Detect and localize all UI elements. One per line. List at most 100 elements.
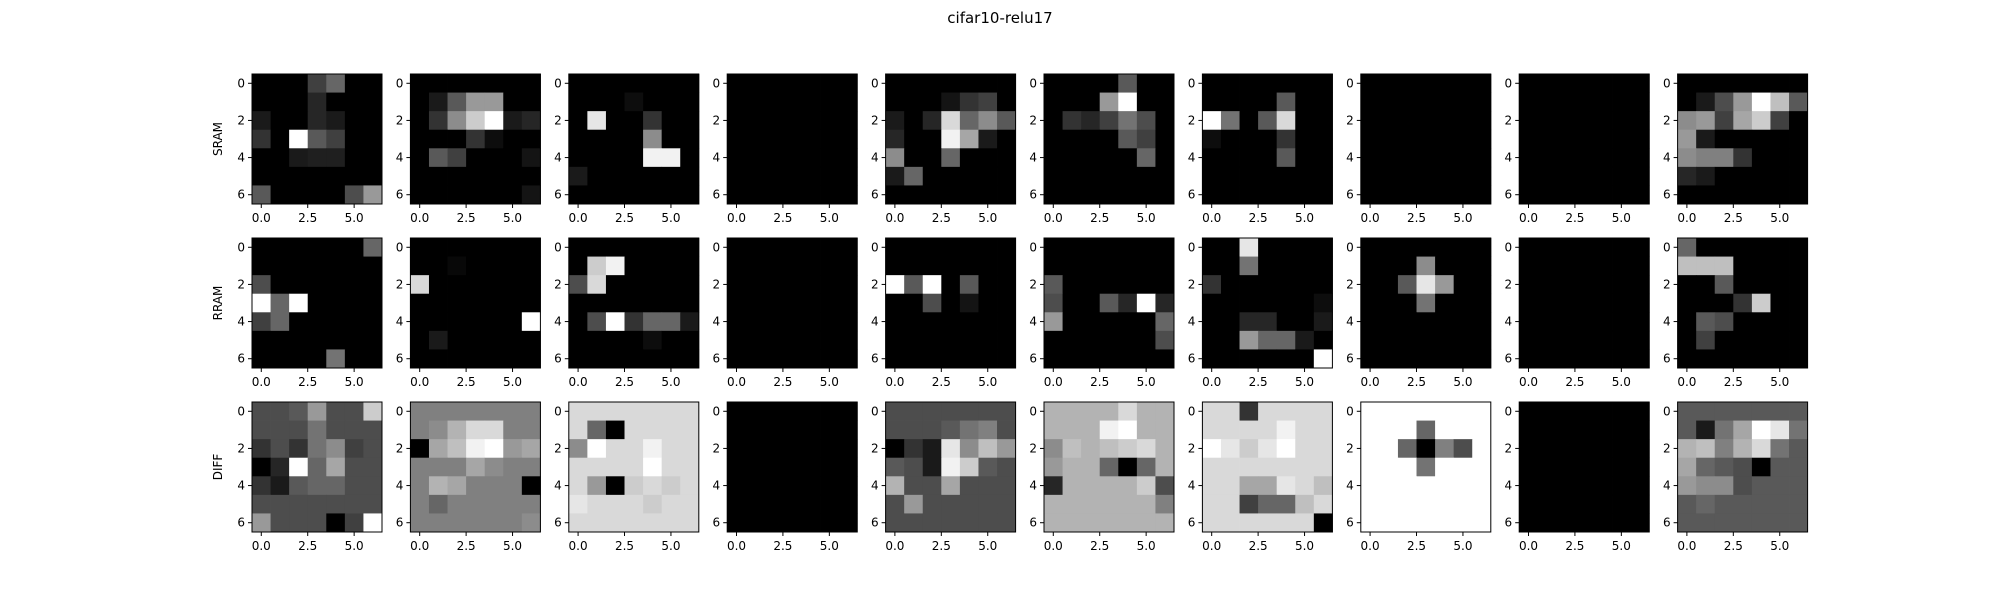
y-tick-label: 6: [396, 188, 404, 202]
heatmap-cell: [885, 92, 905, 112]
heatmap-cell: [1276, 256, 1296, 276]
heatmap-cell: [466, 494, 486, 514]
y-tick-label: 4: [1505, 151, 1513, 165]
heatmap-cell: [1062, 185, 1082, 205]
heatmap-cell: [1714, 457, 1734, 477]
heatmap-cell: [447, 457, 467, 477]
x-tick-label: 5.0: [345, 539, 364, 553]
y-tick-label: 0: [1505, 404, 1513, 418]
heatmap-cell: [1472, 238, 1492, 257]
heatmap-cell: [959, 293, 979, 313]
heatmap-cell: [605, 275, 625, 295]
heatmap-cell: [1258, 74, 1278, 93]
heatmap-cell: [503, 330, 523, 350]
heatmap-cell: [922, 457, 942, 477]
heatmap-cell: [363, 256, 383, 276]
heatmap-cell: [820, 439, 840, 459]
heatmap-cell: [745, 312, 765, 332]
heatmap-cell: [605, 349, 625, 369]
heatmap-cell: [289, 275, 309, 295]
heatmap-cell: [1295, 312, 1315, 332]
y-tick-label: 4: [1188, 315, 1196, 329]
heatmap-cell: [1574, 74, 1594, 93]
heatmap-cell: [605, 129, 625, 149]
heatmap-cell: [1696, 185, 1716, 205]
heatmap-cell: [1556, 513, 1576, 533]
heatmap-cell: [782, 476, 802, 496]
heatmap-cell: [624, 129, 644, 149]
heatmap-cell: [1630, 275, 1650, 295]
y-tick-label: 6: [871, 188, 879, 202]
heatmap-cell: [1202, 185, 1222, 205]
heatmap-cell: [1258, 148, 1278, 168]
heatmap-cell: [1099, 129, 1119, 149]
heatmap-cell: [1593, 312, 1613, 332]
heatmap-cell: [1677, 402, 1697, 421]
x-tick-label: 5.0: [661, 375, 680, 389]
heatmap-cell: [1696, 129, 1716, 149]
heatmap-cell: [1313, 349, 1333, 369]
heatmap-cell: [1714, 129, 1734, 149]
heatmap-cell: [289, 166, 309, 186]
heatmap-cell: [1397, 275, 1417, 295]
heatmap-cell: [1696, 148, 1716, 168]
heatmap-cell: [344, 111, 364, 131]
heatmap-cell: [1118, 476, 1138, 496]
heatmap-cell: [1202, 402, 1222, 421]
heatmap-cell: [1416, 494, 1436, 514]
heatmap-cell: [289, 439, 309, 459]
heatmap-cell: [1155, 293, 1175, 313]
heatmap-cell: [568, 494, 588, 514]
heatmap-cell: [447, 256, 467, 276]
heatmap-cell: [764, 457, 784, 477]
heatmap-cell: [1537, 439, 1557, 459]
heatmap-cell: [764, 92, 784, 112]
heatmap-cell: [1472, 312, 1492, 332]
heatmap-cell: [587, 166, 607, 186]
heatmap-cell: [978, 275, 998, 295]
x-tick-label: 2.5: [1090, 375, 1109, 389]
heatmap-cell: [326, 92, 346, 112]
y-tick-label: 0: [713, 240, 721, 254]
heatmap-cell: [466, 185, 486, 205]
heatmap-cell: [270, 476, 290, 496]
heatmap-cell: [1313, 92, 1333, 112]
heatmap-cell: [1118, 74, 1138, 93]
heatmap-cell: [587, 420, 607, 440]
heatmap-cell: [745, 275, 765, 295]
heatmap-cell: [1220, 129, 1240, 149]
heatmap-cell: [1435, 238, 1455, 257]
heatmap-cell: [764, 494, 784, 514]
heatmap-cell: [503, 74, 523, 93]
heatmap-cell: [838, 439, 858, 459]
heatmap-cell: [1360, 92, 1380, 112]
heatmap-cell: [1220, 238, 1240, 257]
heatmap-cell: [1537, 402, 1557, 421]
heatmap-cell: [727, 129, 747, 149]
heatmap-cell: [885, 185, 905, 205]
heatmap-cell: [1136, 494, 1156, 514]
heatmap-cell: [1062, 166, 1082, 186]
heatmap-cell: [922, 185, 942, 205]
heatmap-cell: [605, 256, 625, 276]
heatmap-cell: [1612, 238, 1632, 257]
heatmap-cell: [624, 349, 644, 369]
heatmap-cell: [428, 238, 448, 257]
heatmap-cell: [1416, 457, 1436, 477]
heatmap-cell: [1313, 439, 1333, 459]
heatmap-cell: [1295, 256, 1315, 276]
heatmap-cell: [904, 166, 924, 186]
heatmap-cell: [410, 457, 430, 477]
heatmap-cell: [447, 293, 467, 313]
heatmap-cell: [1472, 513, 1492, 533]
heatmap-cell: [1118, 185, 1138, 205]
heatmap-cell: [289, 513, 309, 533]
heatmap-cell: [1155, 330, 1175, 350]
heatmap-cell: [252, 349, 271, 369]
x-tick-label: 5.0: [661, 211, 680, 225]
heatmap-cell: [428, 457, 448, 477]
heatmap-cell: [885, 238, 905, 257]
heatmap-cell: [252, 238, 271, 257]
heatmap-cell: [904, 402, 924, 421]
